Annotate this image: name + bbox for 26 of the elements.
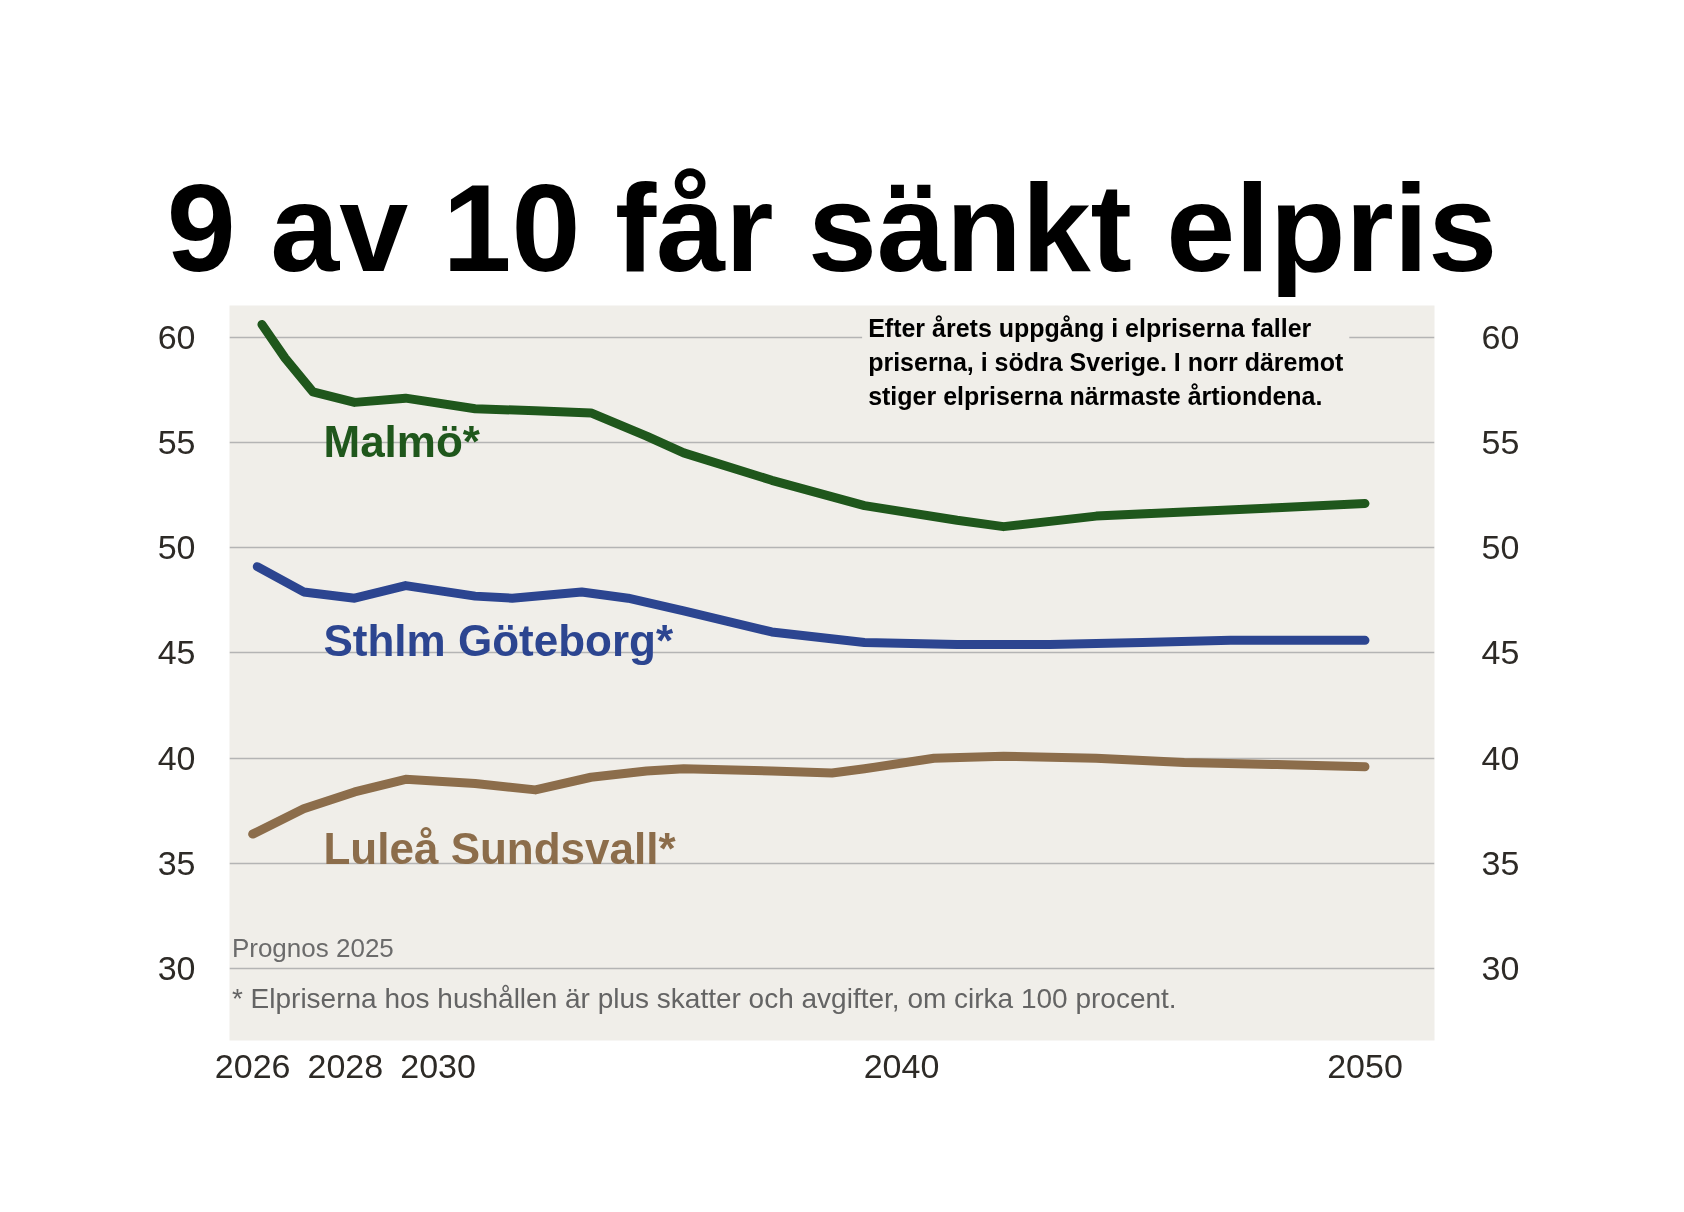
annotation: Efter årets uppgång i elpriserna faller priserna, i södra Sverige. I norr däremot stiger elpriserna närmaste årtiondena. <box>868 314 1344 410</box>
x-tick-label: 2030 <box>400 1046 476 1085</box>
y-tick-label: 45 <box>157 633 196 672</box>
series-label: Sthlm Göteborg* <box>323 616 674 666</box>
chart-title: 9 av 10 får sänkt elpris <box>166 158 1498 297</box>
annotation: * Elpriserna hos hushållen är plus skatter och avgifter, om cirka 100 procent. <box>231 983 1177 1015</box>
x-tick-label: 2040 <box>863 1046 940 1085</box>
series-label: Luleå Sundsvall* <box>323 824 677 874</box>
x-tick-label: 2050 <box>1327 1046 1403 1085</box>
y-tick-label: 40 <box>157 738 196 777</box>
y-tick-label: 35 <box>157 844 196 883</box>
y-tick-label: 50 <box>157 528 196 567</box>
y-tick-label: 30 <box>157 949 196 988</box>
y2-tick-label: 40 <box>1481 738 1520 777</box>
y-tick-label: 55 <box>157 422 196 461</box>
y2-tick-label: 35 <box>1481 844 1520 883</box>
y-tick-label: 60 <box>157 317 196 356</box>
y2-tick-label: 45 <box>1481 633 1520 672</box>
y2-tick-label: 30 <box>1481 949 1520 988</box>
y2-tick-label: 50 <box>1481 528 1520 567</box>
x-tick-label: 2028 <box>307 1046 384 1085</box>
annotation: Prognos 2025 <box>231 933 394 964</box>
y2-tick-label: 55 <box>1481 422 1520 461</box>
x-tick-label: 2026 <box>214 1046 291 1085</box>
y2-tick-label: 60 <box>1481 317 1520 356</box>
series-label: Malmö* <box>323 416 481 466</box>
